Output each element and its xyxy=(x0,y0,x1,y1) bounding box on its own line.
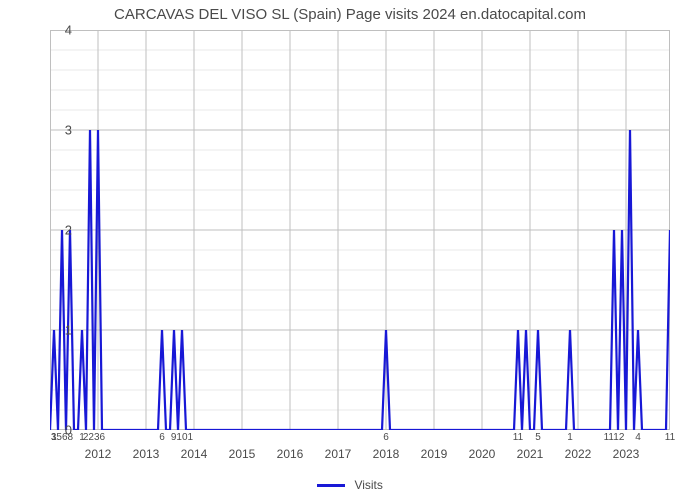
x-sub-label: 11 xyxy=(665,432,675,443)
x-year-label: 2016 xyxy=(277,447,304,461)
x-year-label: 2019 xyxy=(421,447,448,461)
chart-title: CARCAVAS DEL VISO SL (Spain) Page visits… xyxy=(0,6,700,23)
x-sub-label: 2236 xyxy=(83,432,105,443)
x-year-label: 2015 xyxy=(229,447,256,461)
x-year-label: 2023 xyxy=(613,447,640,461)
x-sub-label: 6 xyxy=(159,432,165,443)
legend: Visits xyxy=(0,478,700,492)
line-chart xyxy=(50,30,670,430)
x-sub-label: 5 xyxy=(535,432,541,443)
x-year-label: 2017 xyxy=(325,447,352,461)
visits-line xyxy=(50,130,670,430)
x-sub-label: 4 xyxy=(635,432,641,443)
x-year-label: 2012 xyxy=(85,447,112,461)
x-sub-label: 11 xyxy=(513,432,523,443)
x-year-label: 2021 xyxy=(517,447,544,461)
y-tick-label: 3 xyxy=(65,123,72,138)
x-year-label: 2020 xyxy=(469,447,496,461)
x-sub-label: 1 xyxy=(567,432,573,443)
y-tick-label: 2 xyxy=(65,223,72,238)
y-tick-label: 4 xyxy=(65,23,72,38)
legend-swatch xyxy=(317,484,345,487)
x-year-label: 2018 xyxy=(373,447,400,461)
x-sub-label: 3568 xyxy=(51,432,73,443)
x-year-label: 2022 xyxy=(565,447,592,461)
x-sub-label: 6 xyxy=(383,432,389,443)
x-year-label: 2013 xyxy=(133,447,160,461)
y-tick-label: 1 xyxy=(65,323,72,338)
x-sub-label: 1112 xyxy=(604,432,625,443)
x-year-label: 2014 xyxy=(181,447,208,461)
legend-label: Visits xyxy=(354,478,382,492)
x-sub-label: 9101 xyxy=(171,432,193,443)
